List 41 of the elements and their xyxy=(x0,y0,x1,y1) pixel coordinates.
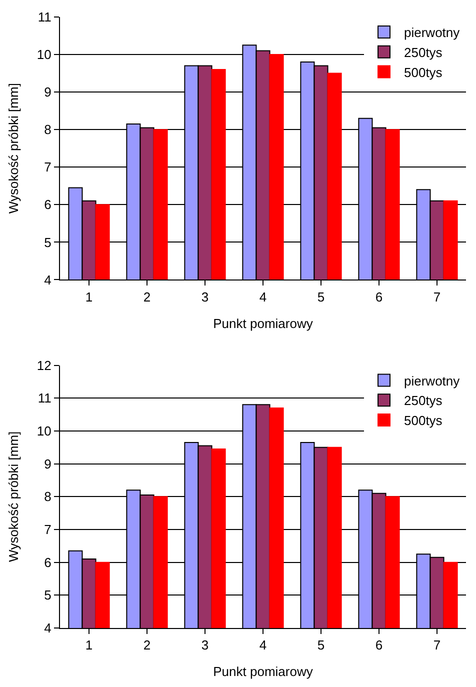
y-tick-label: 9 xyxy=(44,456,52,472)
x-tick-label: 1 xyxy=(85,638,93,653)
x-tick-label: 5 xyxy=(317,289,325,304)
y-tick-label: 5 xyxy=(44,588,52,603)
legend-label: 250tys xyxy=(404,44,443,60)
x-tick-label: 1 xyxy=(85,289,93,304)
legend-label: pierwotny xyxy=(404,373,460,388)
x-tick-label: 6 xyxy=(375,289,383,304)
y-tick-label: 6 xyxy=(44,197,52,212)
x-tick-label: 7 xyxy=(433,638,441,653)
x-tick-label: 2 xyxy=(143,289,151,304)
y-tick-label: 9 xyxy=(44,84,52,100)
x-tick-label: 6 xyxy=(375,638,383,653)
y-tick-label: 10 xyxy=(36,424,52,438)
x-tick-label: 7 xyxy=(433,289,441,304)
y-tick-label: 10 xyxy=(36,47,52,62)
y-tick-label: 4 xyxy=(44,620,52,636)
x-tick-label: 3 xyxy=(201,638,209,653)
x-tick-label: 3 xyxy=(201,289,209,304)
y-tick-label: 7 xyxy=(44,522,52,538)
y-axis-title: Wysokość próbki [mm] xyxy=(6,83,21,214)
x-tick-label: 2 xyxy=(143,638,151,653)
y-tick-label: 12 xyxy=(36,358,52,373)
y-tick-label: 5 xyxy=(44,234,52,250)
legend-label: 250tys xyxy=(404,393,443,408)
y-axis-title: Wysokość próbki [mm] xyxy=(6,431,21,562)
y-tick-label: 8 xyxy=(44,489,52,504)
y-tick-label: 8 xyxy=(44,122,52,138)
y-tick-label: 11 xyxy=(38,390,52,406)
legend-label: pierwotny xyxy=(404,25,460,40)
legend-label: 500tys xyxy=(404,64,443,80)
legend-label: 500tys xyxy=(404,413,443,428)
y-tick-label: 4 xyxy=(44,272,52,288)
y-tick-label: 7 xyxy=(44,160,52,175)
x-axis-title: Punkt pomiarowy xyxy=(213,664,314,680)
x-tick-label: 5 xyxy=(317,638,325,653)
y-tick-label: 6 xyxy=(44,554,52,570)
x-tick-label: 4 xyxy=(259,638,267,653)
x-axis-title: Punkt pomiarowy xyxy=(213,316,314,331)
x-tick-label: 4 xyxy=(259,289,267,304)
y-tick-label: 11 xyxy=(38,10,52,25)
